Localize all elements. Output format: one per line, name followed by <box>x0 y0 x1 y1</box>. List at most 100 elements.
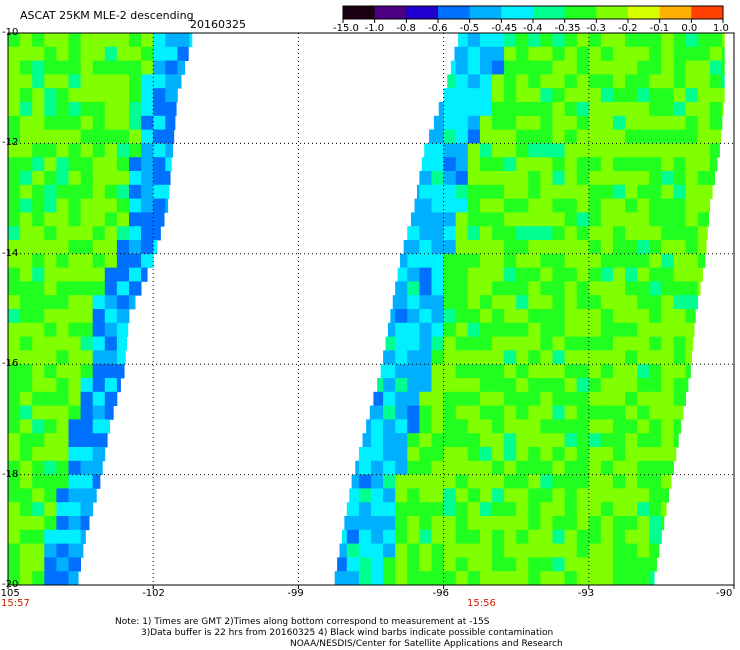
data-cell <box>625 543 638 558</box>
data-cell <box>613 129 626 144</box>
data-cell <box>68 557 81 572</box>
data-cell <box>479 516 493 531</box>
data-cell <box>20 115 33 130</box>
data-cell <box>540 129 553 144</box>
data-cell <box>129 184 142 199</box>
data-cell <box>68 488 81 503</box>
data-cell <box>455 309 469 324</box>
data-cell <box>419 198 432 213</box>
data-cell <box>32 171 45 186</box>
data-cell <box>479 557 493 572</box>
data-cell <box>104 157 118 172</box>
data-cell <box>419 502 432 517</box>
data-cell <box>395 474 408 489</box>
data-cell <box>467 88 481 103</box>
data-cell <box>371 529 384 544</box>
data-cell <box>395 433 408 448</box>
data-cell <box>685 129 699 144</box>
data-cell <box>649 102 662 117</box>
data-cell <box>504 571 517 586</box>
data-cell <box>613 115 626 130</box>
data-cell <box>673 171 686 186</box>
data-cell <box>516 240 529 255</box>
data-cell <box>467 378 481 393</box>
data-cell <box>613 322 626 337</box>
data-cell <box>431 281 444 296</box>
data-cell <box>116 322 129 337</box>
data-cell <box>564 502 578 517</box>
data-cell <box>419 295 432 310</box>
data-cell <box>479 571 493 586</box>
data-cell <box>80 212 94 227</box>
data-cell <box>673 419 682 434</box>
data-cell <box>504 240 517 255</box>
data-cell <box>92 240 106 255</box>
data-cell <box>104 391 118 406</box>
data-cell <box>613 474 626 489</box>
data-cell <box>455 543 469 558</box>
data-cell <box>189 33 193 48</box>
data-cell <box>600 157 614 172</box>
data-cell <box>479 309 493 324</box>
data-cell <box>564 115 578 130</box>
x-tick-label: -93 <box>577 588 595 599</box>
data-cell <box>576 516 590 531</box>
data-cell <box>20 378 33 393</box>
data-cell <box>625 281 638 296</box>
data-cell <box>165 157 172 172</box>
data-cell <box>467 157 481 172</box>
data-cell <box>92 267 106 282</box>
data-cell <box>80 184 94 199</box>
data-cell <box>455 212 469 227</box>
data-cell <box>419 336 432 351</box>
data-cell <box>419 171 432 186</box>
data-cell <box>564 46 578 61</box>
data-cell <box>673 447 677 462</box>
data-cell <box>564 336 578 351</box>
data-cell <box>661 46 674 61</box>
data-cell <box>673 253 686 268</box>
data-cell <box>407 378 420 393</box>
data-cell <box>492 129 505 144</box>
data-cell <box>685 240 699 255</box>
data-cell <box>685 336 694 351</box>
data-cell <box>625 295 638 310</box>
colorbar-label: -0.35 <box>554 23 581 34</box>
data-cell <box>56 336 69 351</box>
data-cell <box>8 543 21 558</box>
data-cell <box>600 267 614 282</box>
data-cell <box>443 184 457 199</box>
data-cell <box>32 253 45 268</box>
data-cell <box>8 571 21 586</box>
data-cell <box>165 143 173 158</box>
data-cell <box>552 516 565 531</box>
data-cell <box>383 516 396 531</box>
data-cell <box>576 447 590 462</box>
data-cell <box>419 240 432 255</box>
data-cell <box>80 309 94 324</box>
data-swaths <box>8 33 725 586</box>
data-cell <box>504 419 517 434</box>
data-cell <box>467 171 481 186</box>
data-cell <box>8 447 21 462</box>
data-cell <box>576 322 590 337</box>
data-cell <box>467 198 481 213</box>
data-cell <box>153 226 161 241</box>
data-cell <box>32 460 45 475</box>
data-cell <box>104 198 118 213</box>
colorbar-segment <box>564 6 597 19</box>
data-cell <box>649 571 655 586</box>
data-cell <box>383 350 396 365</box>
data-cell <box>56 378 69 393</box>
data-cell <box>407 502 420 517</box>
data-cell <box>165 46 178 61</box>
data-cell <box>673 46 686 61</box>
data-cell <box>44 378 57 393</box>
colorbar-label: -0.8 <box>396 23 416 34</box>
data-cell <box>337 557 348 572</box>
data-cell <box>504 447 517 462</box>
data-cell <box>552 543 565 558</box>
data-cell <box>649 171 662 186</box>
data-cell <box>528 60 541 75</box>
data-cell <box>564 433 578 448</box>
